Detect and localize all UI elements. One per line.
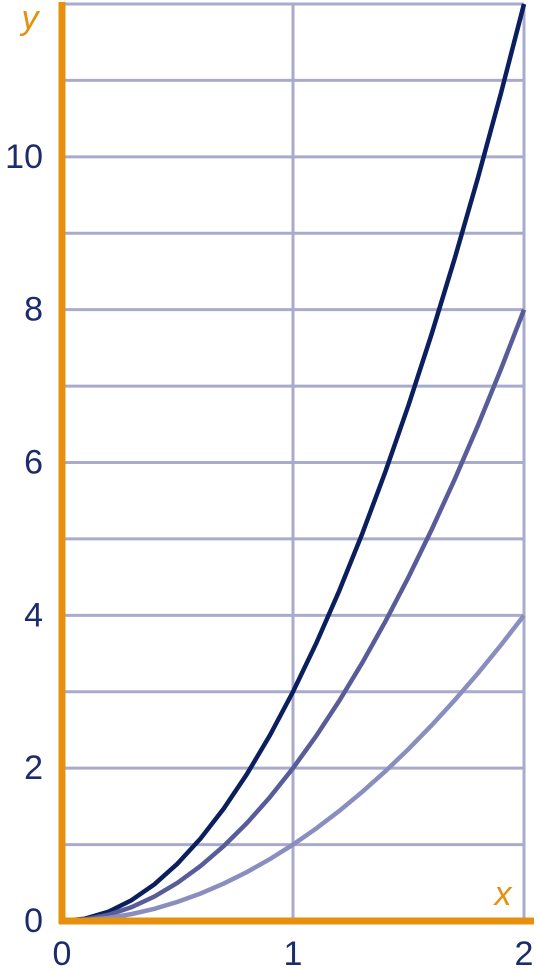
curve [61,613,526,924]
curve [61,308,527,924]
x-tick-label: 2 [515,935,534,973]
curve [61,3,527,924]
x-tick-label: 0 [53,935,72,973]
x-tick-label: 1 [284,935,303,973]
y-tick-label: 4 [24,596,43,634]
y-tick-label: 0 [24,902,43,940]
y-tick-label: 6 [24,443,43,481]
y-axis-label: y [20,0,41,37]
y-tick-label: 8 [24,291,43,329]
y-tick-label: 2 [24,749,43,787]
curves [61,3,527,924]
grid [60,2,526,923]
axes: 0 2 4 6 8 10 0 1 2 y x [5,0,534,973]
x-axis-label: x [493,875,513,913]
y-tick-label: 10 [5,138,43,176]
